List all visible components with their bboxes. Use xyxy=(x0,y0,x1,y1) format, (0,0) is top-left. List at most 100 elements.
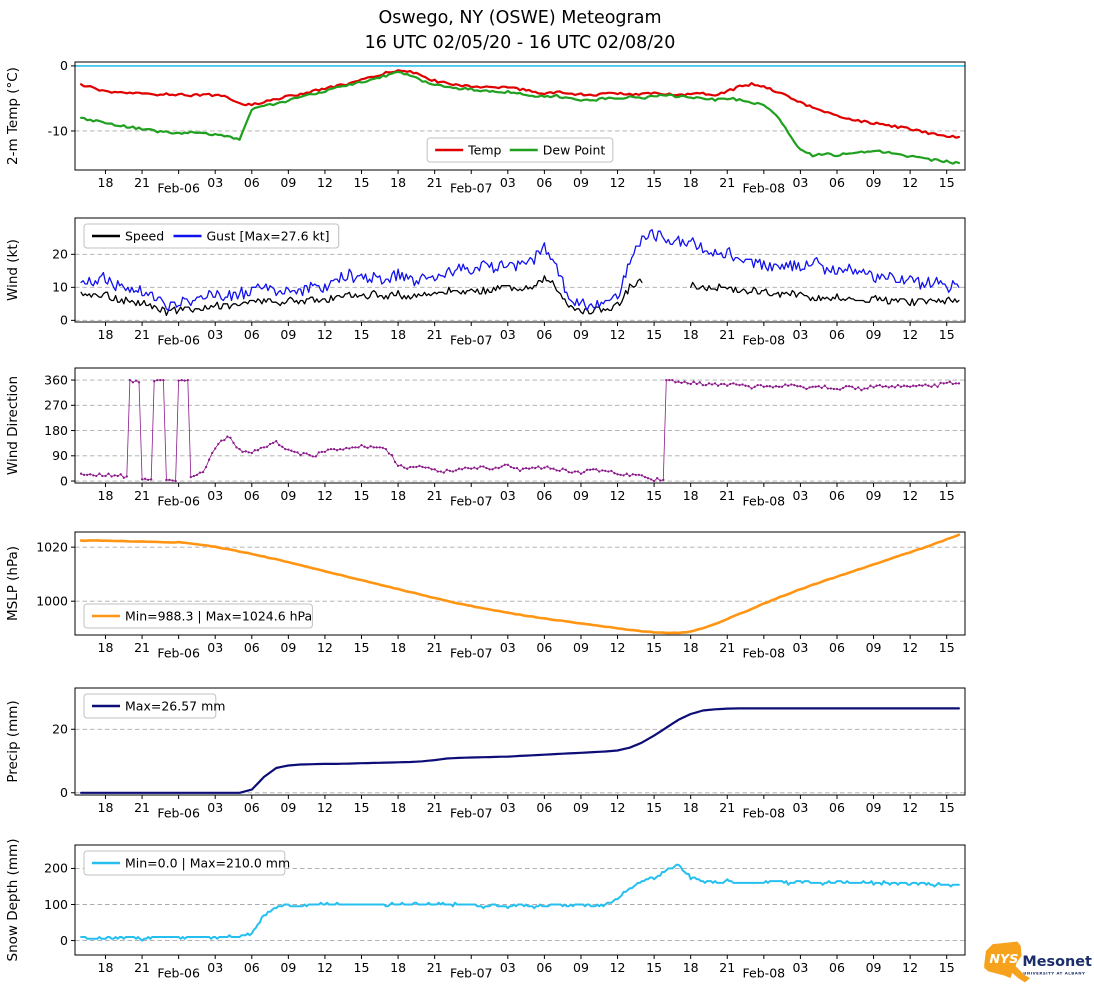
data-point xyxy=(409,465,412,469)
data-point xyxy=(183,379,186,382)
data-point xyxy=(832,387,836,391)
x-tick-label: 03 xyxy=(500,327,516,342)
x-tick-date-label: Feb-08 xyxy=(743,181,786,196)
data-point xyxy=(299,454,302,457)
data-point xyxy=(921,384,924,387)
data-point xyxy=(878,383,881,387)
y-tick-label: 200 xyxy=(44,861,68,876)
data-point xyxy=(491,468,494,471)
data-point xyxy=(384,447,388,451)
data-point xyxy=(201,470,205,474)
data-point xyxy=(555,469,558,472)
data-point xyxy=(622,474,625,477)
data-point xyxy=(360,443,363,447)
panel-temp: 0 -10 18 21 Feb-06 03 06 09 12 15 18 21 Feb-07 03 06 09… xyxy=(5,58,966,196)
data-point xyxy=(936,385,939,388)
data-point xyxy=(588,468,592,471)
x-tick-label: 09 xyxy=(280,175,296,190)
data-point xyxy=(838,388,842,391)
data-point xyxy=(140,478,144,481)
data-point xyxy=(311,455,314,458)
data-point xyxy=(381,446,384,450)
data-point xyxy=(896,383,900,387)
legend-label: Min=988.3 | Max=1024.6 hPa xyxy=(125,609,312,624)
y-tick-label: 100 xyxy=(44,897,68,912)
x-tick-label: 21 xyxy=(134,800,150,815)
x-tick-label: 06 xyxy=(536,640,552,655)
data-point xyxy=(796,385,799,388)
data-point xyxy=(427,466,430,469)
data-point xyxy=(564,468,567,471)
y-tick-label: 90 xyxy=(52,448,68,463)
data-point xyxy=(174,479,177,483)
data-point xyxy=(460,468,464,471)
data-point xyxy=(893,386,897,389)
x-tick-label: 09 xyxy=(573,960,589,975)
x-tick-date-label: Feb-06 xyxy=(157,494,200,509)
x-tick-label: 09 xyxy=(866,327,882,342)
x-tick-label: 15 xyxy=(939,175,955,190)
data-point xyxy=(753,385,756,388)
data-point xyxy=(531,466,534,469)
data-point xyxy=(668,378,671,382)
x-tick-label: 15 xyxy=(354,640,370,655)
x-tick-label: 12 xyxy=(902,640,918,655)
legend: Max=26.57 mm xyxy=(83,693,225,719)
data-point xyxy=(113,474,116,477)
legend-label: Max=26.57 mm xyxy=(125,699,225,714)
data-point xyxy=(762,385,765,388)
logo-mesonet-text: Mesonet xyxy=(1022,954,1092,970)
data-point xyxy=(875,384,878,387)
data-point xyxy=(439,470,442,473)
data-point xyxy=(671,378,674,382)
x-tick-label: 09 xyxy=(573,488,589,503)
nys-mesonet-logo: NYS Mesonet UNIVERSITY AT ALBANY xyxy=(980,933,1092,991)
x-tick-label: 09 xyxy=(573,640,589,655)
data-point xyxy=(244,450,247,453)
data-point xyxy=(518,469,522,473)
data-point xyxy=(872,386,875,389)
x-tick-label: 03 xyxy=(500,960,516,975)
x-tick-label: 12 xyxy=(610,640,626,655)
x-tick-label: 09 xyxy=(573,327,589,342)
x-tick-label: 09 xyxy=(280,488,296,503)
x-tick-label: 15 xyxy=(939,327,955,342)
data-point xyxy=(92,474,95,477)
data-point xyxy=(527,467,531,470)
data-point xyxy=(619,473,622,477)
data-point xyxy=(930,385,933,388)
y-tick-label: 0 xyxy=(60,58,68,73)
data-point xyxy=(848,385,851,388)
data-point xyxy=(128,378,132,382)
x-tick-label: 12 xyxy=(610,175,626,190)
data-point xyxy=(485,466,488,470)
x-tick-label: 18 xyxy=(683,800,699,815)
x-tick-label: 06 xyxy=(829,640,845,655)
x-tick-label: 15 xyxy=(354,800,370,815)
x-tick-date-label: Feb-08 xyxy=(743,646,786,661)
data-point xyxy=(351,446,354,449)
x-tick-label: 15 xyxy=(354,960,370,975)
data-point xyxy=(540,467,543,470)
data-point xyxy=(335,449,339,452)
y-axis-label: 2-m Temp (°C) xyxy=(5,67,21,165)
data-point xyxy=(509,465,513,469)
panel-mslp: 1000 1020 18 21 Feb-06 03 06 09 12 15 18 21 Feb-07 03… xyxy=(5,531,966,661)
x-tick-label: 12 xyxy=(317,960,333,975)
x-tick-label: 06 xyxy=(244,488,260,503)
data-point xyxy=(817,385,820,388)
legend-label: Speed xyxy=(125,229,164,244)
data-point xyxy=(180,378,183,382)
data-point xyxy=(537,465,540,468)
data-point xyxy=(229,436,232,439)
x-tick-label: 15 xyxy=(354,175,370,190)
data-point xyxy=(220,439,223,442)
x-tick-label: 06 xyxy=(536,175,552,190)
data-point xyxy=(253,449,256,452)
x-tick-label: 09 xyxy=(573,175,589,190)
x-tick-label: 06 xyxy=(536,327,552,342)
x-tick-label: 21 xyxy=(427,800,443,815)
data-point xyxy=(186,378,189,382)
data-point xyxy=(820,386,823,390)
series-dew-point xyxy=(80,70,960,165)
